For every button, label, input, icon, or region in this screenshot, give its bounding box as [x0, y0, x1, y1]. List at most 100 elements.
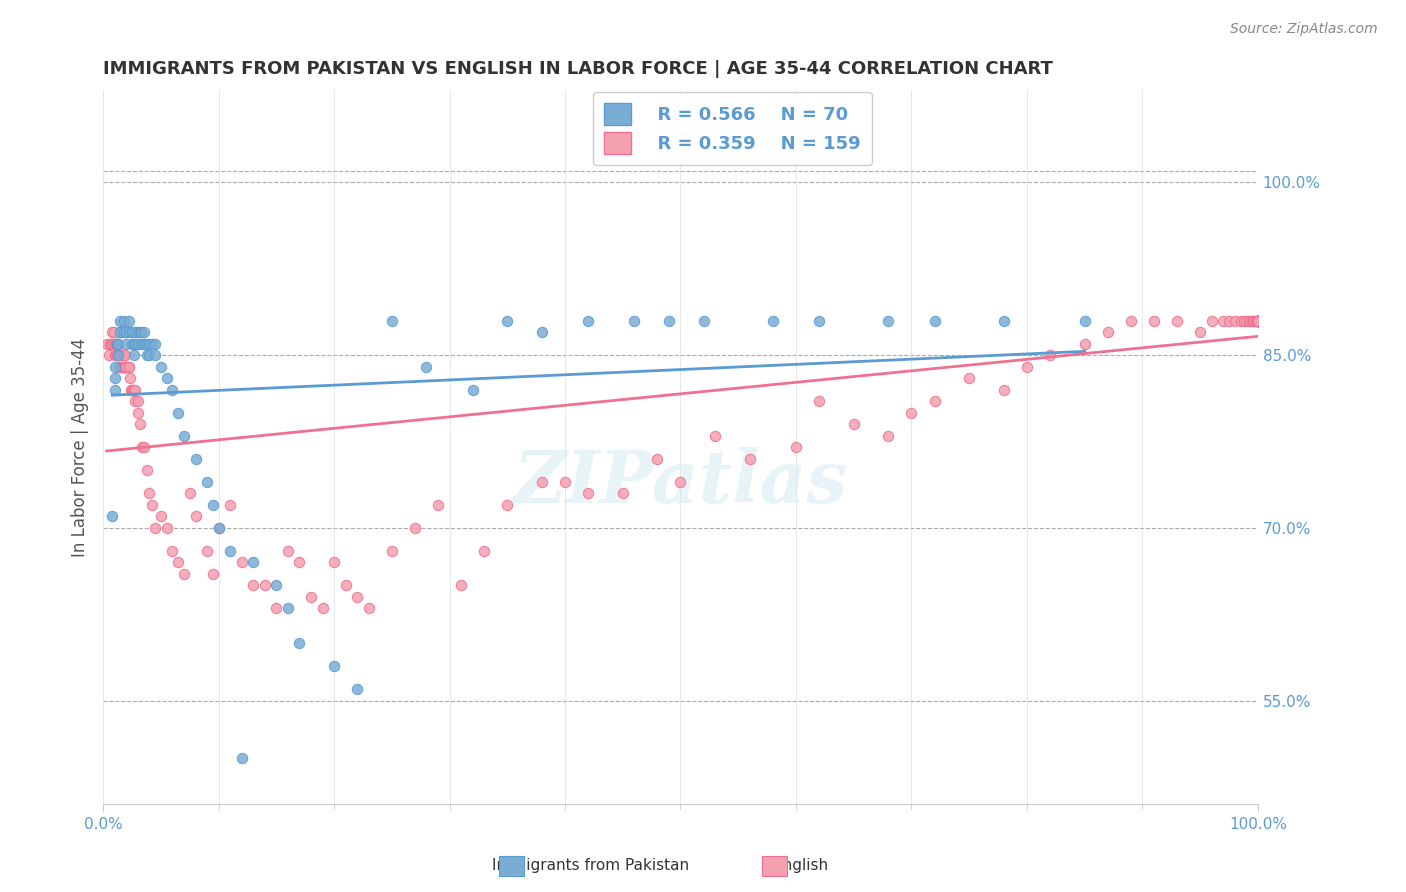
- Point: [107, 336, 129, 351]
- Point: [114, 359, 136, 374]
- Point: [219, 544, 242, 558]
- Point: [107, 336, 129, 351]
- Point: [669, 475, 692, 489]
- Point: [1247, 313, 1270, 327]
- Point: [762, 313, 785, 327]
- Point: [1247, 313, 1270, 327]
- Point: [115, 336, 138, 351]
- Point: [110, 359, 132, 374]
- Point: [117, 313, 139, 327]
- Point: [692, 313, 714, 327]
- Point: [658, 313, 681, 327]
- Point: [808, 394, 831, 409]
- Point: [1247, 313, 1270, 327]
- Point: [381, 544, 404, 558]
- Point: [110, 359, 132, 374]
- Point: [112, 325, 135, 339]
- Point: [105, 348, 128, 362]
- Point: [1247, 313, 1270, 327]
- Point: [496, 313, 519, 327]
- Point: [105, 336, 128, 351]
- Point: [1247, 313, 1270, 327]
- Point: [323, 659, 346, 673]
- Point: [1247, 313, 1270, 327]
- Point: [1166, 313, 1188, 327]
- Point: [1244, 313, 1267, 327]
- Point: [132, 325, 155, 339]
- Point: [231, 555, 253, 569]
- Point: [110, 313, 132, 327]
- Point: [98, 336, 121, 351]
- Point: [143, 521, 166, 535]
- Text: Source: ZipAtlas.com: Source: ZipAtlas.com: [1230, 22, 1378, 37]
- Point: [129, 325, 152, 339]
- Point: [1247, 313, 1270, 327]
- Point: [231, 751, 253, 765]
- Point: [1247, 313, 1270, 327]
- Point: [115, 359, 138, 374]
- Point: [127, 325, 149, 339]
- Point: [1247, 313, 1270, 327]
- Point: [120, 383, 142, 397]
- Point: [129, 336, 152, 351]
- Point: [97, 348, 120, 362]
- Point: [993, 313, 1015, 327]
- Point: [993, 383, 1015, 397]
- Point: [1247, 313, 1270, 327]
- Point: [288, 555, 311, 569]
- Point: [122, 383, 145, 397]
- Point: [1247, 313, 1270, 327]
- Point: [576, 313, 599, 327]
- Point: [1247, 313, 1270, 327]
- Point: [242, 555, 264, 569]
- Point: [117, 325, 139, 339]
- Point: [1201, 313, 1223, 327]
- Point: [121, 383, 143, 397]
- Point: [1247, 313, 1270, 327]
- Point: [108, 348, 131, 362]
- Point: [141, 498, 163, 512]
- Point: [110, 348, 132, 362]
- Point: [104, 348, 127, 362]
- Point: [124, 336, 146, 351]
- Point: [131, 440, 153, 454]
- Point: [104, 336, 127, 351]
- Point: [101, 325, 124, 339]
- Point: [127, 406, 149, 420]
- Point: [1247, 313, 1270, 327]
- Legend:   R = 0.566    N = 70,   R = 0.359    N = 159: R = 0.566 N = 70, R = 0.359 N = 159: [593, 92, 872, 165]
- Point: [1247, 313, 1270, 327]
- Point: [1233, 313, 1256, 327]
- Point: [141, 336, 163, 351]
- Point: [346, 681, 368, 696]
- Point: [1247, 313, 1270, 327]
- Point: [957, 371, 980, 385]
- Point: [1247, 313, 1270, 327]
- Point: [103, 325, 125, 339]
- Point: [576, 486, 599, 500]
- Point: [107, 348, 129, 362]
- Point: [472, 544, 495, 558]
- Point: [110, 325, 132, 339]
- Point: [121, 336, 143, 351]
- Point: [1229, 313, 1251, 327]
- Point: [101, 336, 124, 351]
- Point: [924, 313, 946, 327]
- Point: [124, 383, 146, 397]
- Point: [1247, 313, 1270, 327]
- Point: [1247, 313, 1270, 327]
- Point: [924, 394, 946, 409]
- Point: [107, 348, 129, 362]
- Point: [1247, 313, 1270, 327]
- Point: [1218, 313, 1240, 327]
- Point: [110, 348, 132, 362]
- Point: [1247, 313, 1270, 327]
- Point: [427, 498, 450, 512]
- Point: [900, 406, 922, 420]
- Point: [877, 313, 900, 327]
- Point: [156, 521, 179, 535]
- Point: [138, 486, 160, 500]
- Point: [1241, 313, 1264, 327]
- Point: [1015, 359, 1038, 374]
- Point: [253, 578, 276, 592]
